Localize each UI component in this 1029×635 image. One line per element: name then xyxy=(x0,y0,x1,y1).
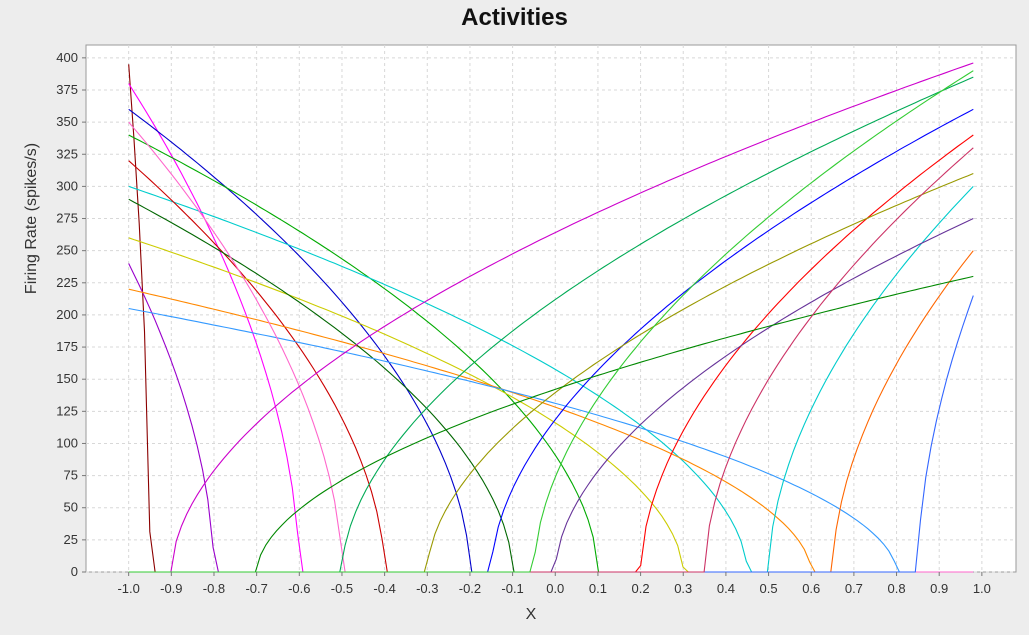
x-tick-label: -0.5 xyxy=(331,581,353,596)
y-tick-label: 300 xyxy=(56,178,78,193)
x-axis-label: X xyxy=(526,606,537,623)
x-tick-label: 0.2 xyxy=(632,581,650,596)
series-line-23 xyxy=(128,70,974,573)
x-tick-label: 0.3 xyxy=(674,581,692,596)
y-tick-label: 0 xyxy=(71,564,78,579)
y-tick-label: 75 xyxy=(64,468,78,483)
series-lines xyxy=(128,62,974,573)
x-tick-label: -0.3 xyxy=(416,581,438,596)
x-tick-label: 0.0 xyxy=(546,581,564,596)
x-tick-label: 0.9 xyxy=(930,581,948,596)
y-tick-label: 250 xyxy=(56,243,78,258)
axes: 0 25 50 75 100 125 150 175 200 225 250 275 300 325 350… xyxy=(56,50,991,596)
y-tick-label: 275 xyxy=(56,211,78,226)
series-line-20 xyxy=(128,275,974,573)
y-tick-label: 175 xyxy=(56,339,78,354)
y-tick-label: 225 xyxy=(56,275,78,290)
x-tick-label: -1.0 xyxy=(117,581,139,596)
x-tick-label: -0.4 xyxy=(373,581,395,596)
x-tick-label: 0.6 xyxy=(802,581,820,596)
y-tick-label: 100 xyxy=(56,435,78,450)
y-tick-label: 350 xyxy=(56,114,78,129)
x-tick-label: -0.9 xyxy=(160,581,182,596)
y-axis-label: Firing Rate (spikes/s) xyxy=(23,143,40,294)
chart-title: Activities xyxy=(461,4,568,31)
x-tick-label: -0.2 xyxy=(459,581,481,596)
x-tick-label: -0.7 xyxy=(245,581,267,596)
y-tick-label: 325 xyxy=(56,146,78,161)
y-tick-label: 200 xyxy=(56,307,78,322)
x-tick-label: -0.1 xyxy=(501,581,523,596)
y-tick-label: 400 xyxy=(56,50,78,65)
x-tick-label: 0.7 xyxy=(845,581,863,596)
y-tick-label: 25 xyxy=(64,532,78,547)
y-tick-label: 150 xyxy=(56,371,78,386)
x-tick-label: 1.0 xyxy=(973,581,991,596)
x-tick-label: 0.5 xyxy=(760,581,778,596)
y-tick-label: 125 xyxy=(56,403,78,418)
y-tick-label: 375 xyxy=(56,82,78,97)
x-tick-label: -0.8 xyxy=(203,581,225,596)
plot-area xyxy=(85,44,1017,573)
grid-lines xyxy=(86,45,1016,573)
x-tick-label: 0.8 xyxy=(888,581,906,596)
x-tick-label: 0.4 xyxy=(717,581,735,596)
series-line-10 xyxy=(128,307,974,573)
series-line-12 xyxy=(128,62,974,573)
y-tick-label: 50 xyxy=(64,500,78,515)
x-tick-label: 0.1 xyxy=(589,581,607,596)
x-tick-label: -0.6 xyxy=(288,581,310,596)
